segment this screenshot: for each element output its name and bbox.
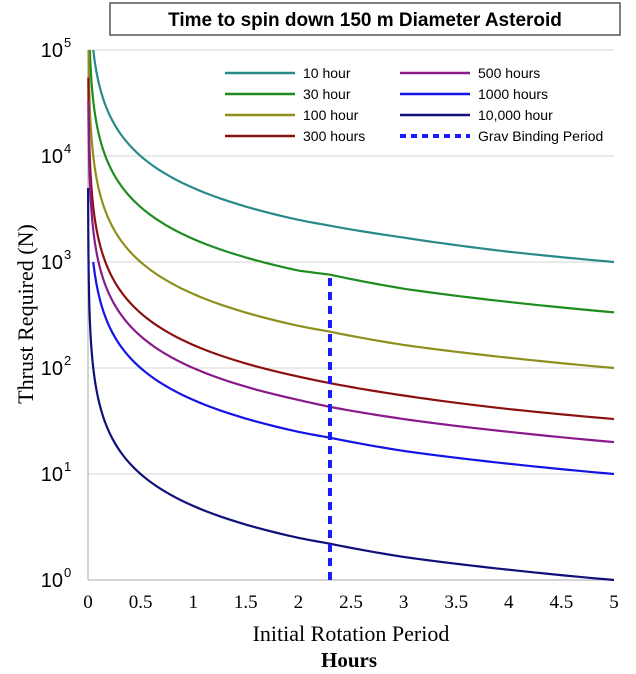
- legend-label: 100 hour: [303, 107, 359, 123]
- x-tick-label: 4.5: [550, 592, 574, 613]
- y-tick-exponent: 5: [64, 35, 71, 50]
- x-tick-label: 0: [83, 592, 93, 613]
- legend-label: 500 hours: [478, 65, 540, 81]
- legend-label: 1000 hours: [478, 86, 548, 102]
- x-tick-label: 2.5: [339, 592, 363, 613]
- y-tick-exponent: 0: [64, 565, 71, 580]
- title-box: [109, 2, 621, 36]
- x-tick-label: 5: [609, 592, 619, 613]
- legend-label: 30 hour: [303, 86, 351, 102]
- y-tick-exponent: 3: [64, 247, 71, 262]
- y-tick-label: 10: [41, 252, 63, 274]
- legend-label: 10 hour: [303, 65, 351, 81]
- x-tick-label: 0.5: [129, 592, 153, 613]
- y-tick-exponent: 4: [64, 141, 71, 156]
- x-tick-label: 1.5: [234, 592, 258, 613]
- y-tick-label: 10: [41, 570, 63, 592]
- x-axis-units: Hours: [321, 648, 377, 672]
- y-tick-label: 10: [41, 146, 63, 168]
- x-tick-label: 4: [504, 592, 514, 613]
- x-tick-label: 3.5: [444, 592, 468, 613]
- grid: [88, 49, 614, 475]
- series-line: [92, 261, 615, 476]
- series-line: [88, 49, 615, 314]
- legend-label: Grav Binding Period: [478, 128, 603, 144]
- x-axis-label: Initial Rotation Period: [253, 621, 450, 646]
- series-line: [87, 187, 615, 582]
- y-tick-label: 10: [41, 464, 63, 486]
- y-tick-label: 10: [41, 358, 63, 380]
- x-tick-label: 2: [294, 592, 304, 613]
- x-tick-label: 1: [188, 592, 198, 613]
- series-layer: [87, 49, 615, 582]
- series-line: [87, 49, 615, 370]
- legend: 10 hour 30 hour 100 hour 300 hours 500 hours…: [225, 65, 603, 144]
- x-tick-labels: 0 0.5 1 1.5 2 2.5 3 3.5 4 4.5 5: [83, 592, 619, 613]
- x-tick-label: 3: [399, 592, 409, 613]
- series-line: [92, 49, 615, 264]
- legend-label: 10,000 hour: [478, 107, 553, 123]
- chart-title: Time to spin down 150 m Diameter Asteroi…: [168, 10, 562, 31]
- legend-label: 300 hours: [303, 128, 365, 144]
- series-line: [87, 101, 615, 444]
- y-axis-label: Thrust Required (N): [13, 224, 38, 404]
- series-line: [87, 77, 615, 421]
- y-tick-label: 10: [41, 40, 63, 62]
- y-tick-exponent: 2: [64, 353, 71, 368]
- y-tick-exponent: 1: [64, 459, 71, 474]
